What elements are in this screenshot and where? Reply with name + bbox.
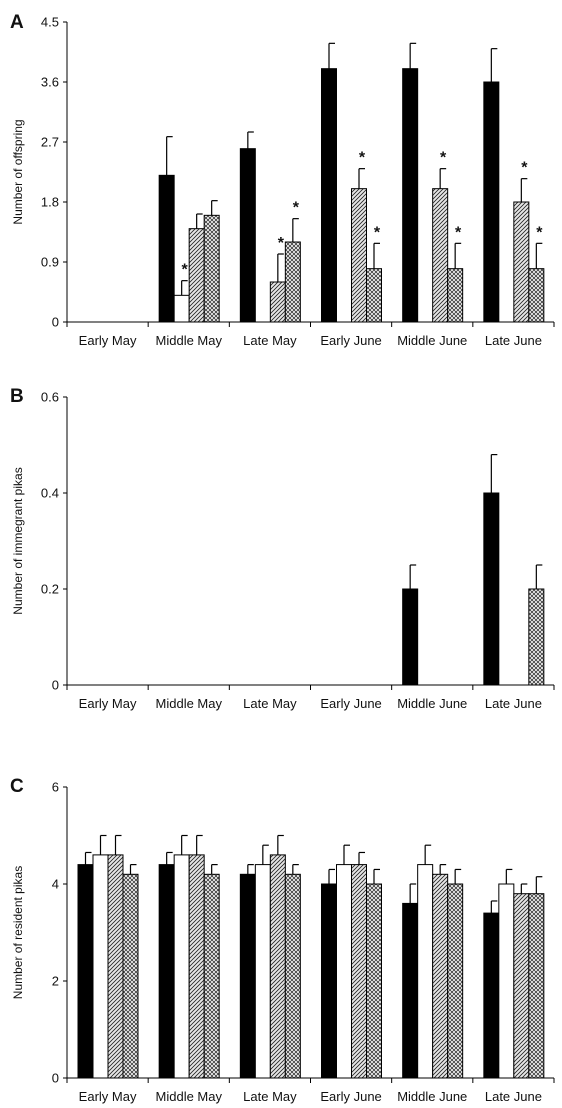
- bar: [483, 912, 500, 1079]
- x-tick-label: Early June: [320, 333, 381, 348]
- bar: [483, 81, 500, 323]
- x-tick-label: Early June: [320, 696, 381, 711]
- x-tick-label: Middle June: [397, 333, 467, 348]
- significance-mark: *: [359, 150, 366, 167]
- bar: [203, 873, 220, 1079]
- y-axis-title: Number of immegrant pikas: [11, 467, 25, 614]
- bar: [513, 893, 530, 1079]
- significance-mark: *: [440, 150, 447, 167]
- y-tick-label: 0.4: [41, 486, 59, 501]
- bar: [447, 883, 464, 1079]
- bar: [336, 864, 352, 1079]
- bar: [254, 864, 271, 1079]
- bar: [498, 883, 515, 1079]
- bar: [528, 893, 545, 1079]
- y-tick-label: 4: [52, 877, 59, 892]
- bar: [447, 268, 464, 323]
- significance-mark: *: [278, 235, 285, 252]
- panel-b-chart: B 0 0.2 0.4 0.6 Number of immegrant pikas Earl…: [10, 386, 555, 711]
- x-tick-label: Late June: [485, 1089, 542, 1104]
- bar: [269, 281, 286, 323]
- y-tick-label: 0.6: [41, 390, 59, 405]
- x-tick-label: Late May: [243, 333, 297, 348]
- bar: [432, 873, 449, 1079]
- bar: [203, 214, 220, 323]
- bar: [321, 883, 337, 1079]
- x-tick-label: Early May: [79, 696, 137, 711]
- bar: [239, 148, 256, 323]
- panel-a-chart: A 0 0.9 1.8 2.7 3.6 4.5 Number of offspring Earl…: [10, 12, 555, 348]
- x-tick-label: Middle June: [397, 696, 467, 711]
- bar: [92, 854, 109, 1079]
- significance-mark: *: [374, 224, 381, 241]
- bar: [188, 228, 205, 323]
- bar: [351, 864, 367, 1079]
- bar: [284, 241, 301, 323]
- y-tick-label: 1.8: [41, 195, 59, 210]
- bar: [528, 588, 545, 686]
- bar: [402, 902, 419, 1079]
- y-tick-label: 0.2: [41, 582, 59, 597]
- bar: [432, 188, 449, 323]
- bar: [158, 864, 175, 1079]
- y-tick-label: 3.6: [41, 75, 59, 90]
- x-tick-label: Late May: [243, 696, 297, 711]
- y-tick-label: 0: [52, 315, 59, 330]
- panel-label: A: [10, 12, 24, 33]
- bar: [173, 294, 190, 323]
- panel-label: C: [10, 776, 24, 797]
- y-axis-title: Number of offspring: [11, 119, 25, 224]
- x-tick-label: Early May: [79, 1089, 137, 1104]
- y-tick-label: 0.9: [41, 255, 59, 270]
- x-tick-label: Middle June: [397, 1089, 467, 1104]
- significance-mark: *: [182, 262, 189, 279]
- bar: [122, 873, 139, 1079]
- y-tick-label: 2.7: [41, 135, 59, 150]
- bar: [402, 68, 419, 323]
- bar: [284, 873, 301, 1079]
- bar: [188, 854, 205, 1079]
- x-tick-label: Early June: [320, 1089, 381, 1104]
- y-tick-label: 4.5: [41, 15, 59, 30]
- bar: [107, 854, 124, 1079]
- x-tick-label: Late June: [485, 333, 542, 348]
- y-tick-label: 0: [52, 678, 59, 693]
- y-tick-label: 2: [52, 974, 59, 989]
- x-tick-label: Middle May: [156, 1089, 223, 1104]
- x-tick-label: Late May: [243, 1089, 297, 1104]
- x-tick-label: Early May: [79, 333, 137, 348]
- bar: [513, 201, 530, 323]
- bar: [402, 588, 419, 686]
- bar: [528, 268, 545, 323]
- significance-mark: *: [455, 224, 462, 241]
- bar: [483, 492, 500, 686]
- bar: [321, 68, 337, 323]
- significance-mark: *: [293, 200, 300, 217]
- bar: [173, 854, 190, 1079]
- panel-c-chart: C 0 2 4 6 Number of resident pikas Early May Mi…: [10, 776, 555, 1104]
- panel-label: B: [10, 386, 24, 407]
- bar: [77, 864, 94, 1079]
- x-tick-label: Late June: [485, 696, 542, 711]
- bar: [417, 864, 434, 1079]
- bar: [158, 174, 175, 323]
- y-axis-title: Number of resident pikas: [11, 866, 25, 999]
- bar: [239, 873, 256, 1079]
- y-tick-label: 0: [52, 1071, 59, 1086]
- significance-mark: *: [536, 224, 543, 241]
- x-tick-label: Middle May: [156, 333, 223, 348]
- bar: [366, 268, 382, 323]
- bar: [351, 188, 367, 323]
- y-tick-label: 6: [52, 780, 59, 795]
- significance-mark: *: [521, 160, 528, 177]
- bar: [269, 854, 286, 1079]
- bar: [366, 883, 382, 1079]
- x-tick-label: Middle May: [156, 696, 223, 711]
